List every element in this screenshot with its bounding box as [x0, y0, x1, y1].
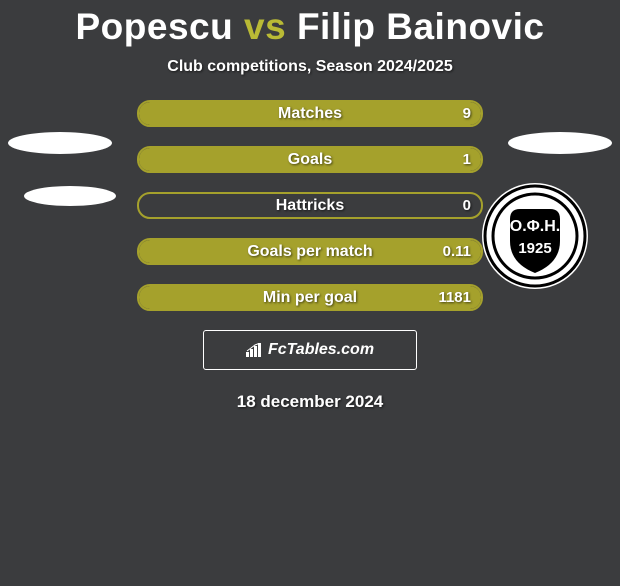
brand-text: FcTables.com: [268, 341, 374, 359]
date-text: 18 december 2024: [0, 392, 620, 412]
stat-label: Goals: [288, 151, 332, 169]
stat-value-right: 0: [463, 197, 471, 214]
vs-text: vs: [244, 6, 286, 47]
stat-row: Goals per match 0.11: [137, 238, 483, 265]
stats-container: Matches 9 Goals 1 Hattricks 0 Goals per match 0…: [137, 100, 483, 311]
stat-value-right: 0.11: [443, 243, 471, 260]
brand-box: FcTables.com: [203, 330, 417, 370]
stat-value-right: 1: [463, 151, 471, 168]
stat-label: Goals per match: [247, 243, 372, 261]
stat-label: Min per goal: [263, 289, 357, 307]
stat-row: Min per goal 1181: [137, 284, 483, 311]
chart-icon: [246, 343, 264, 357]
stat-label: Hattricks: [276, 197, 344, 215]
logo-text: Ο.Φ.Η.: [510, 218, 560, 235]
subtitle: Club competitions, Season 2024/2025: [0, 58, 620, 76]
placeholder-shape-left-1: [8, 132, 112, 154]
comparison-title: Popescu vs Filip Bainovic: [0, 6, 620, 48]
stat-value-right: 1181: [438, 289, 471, 306]
stat-row: Goals 1: [137, 146, 483, 173]
stat-row: Hattricks 0: [137, 192, 483, 219]
club-logo: Ο.Φ.Η. 1925: [480, 181, 590, 291]
placeholder-shape-right-1: [508, 132, 612, 154]
stat-value-right: 9: [463, 105, 471, 122]
placeholder-shape-left-2: [24, 186, 116, 206]
stat-row: Matches 9: [137, 100, 483, 127]
player2-name: Filip Bainovic: [297, 6, 545, 47]
player1-name: Popescu: [76, 6, 234, 47]
stat-label: Matches: [278, 105, 342, 123]
logo-year: 1925: [518, 240, 551, 257]
